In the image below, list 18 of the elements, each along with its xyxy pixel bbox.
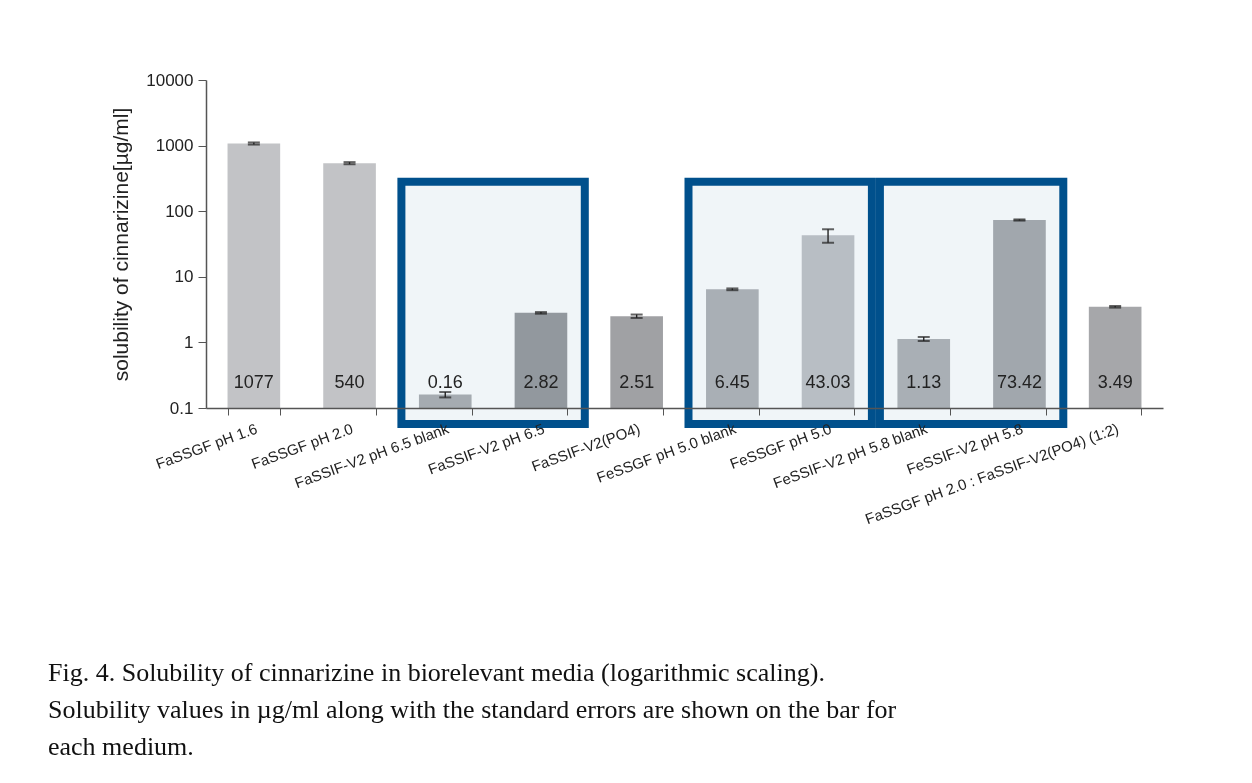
y-axis-title: solubility of cinnarizine[µg/ml] [109, 107, 133, 382]
data-label: 1.13 [906, 372, 942, 392]
data-label: 2.82 [523, 372, 559, 392]
data-label: 73.42 [996, 372, 1042, 392]
y-tick-label: 100 [165, 201, 194, 221]
data-label: 6.45 [714, 372, 750, 392]
data-label: 3.49 [1097, 372, 1133, 392]
y-tick-label: 10 [174, 267, 194, 287]
data-label: 0.16 [427, 372, 463, 392]
y-tick-label: 10000 [146, 70, 194, 90]
data-label: 1077 [233, 372, 274, 392]
y-tick-label: 0.1 [169, 398, 194, 418]
y-tick-label: 1000 [155, 136, 194, 156]
caption: Fig. 4. Solubility of cinnarizine in biorelevant media (logarithmic scaling). Solubility values in µg/ml along with the standard errors are shown on the bar for each medium. [48, 658, 897, 761]
data-label: 2.51 [619, 372, 655, 392]
data-label: 43.03 [805, 372, 851, 392]
y-tick-label: 1 [184, 332, 194, 352]
data-label: 540 [334, 372, 365, 392]
